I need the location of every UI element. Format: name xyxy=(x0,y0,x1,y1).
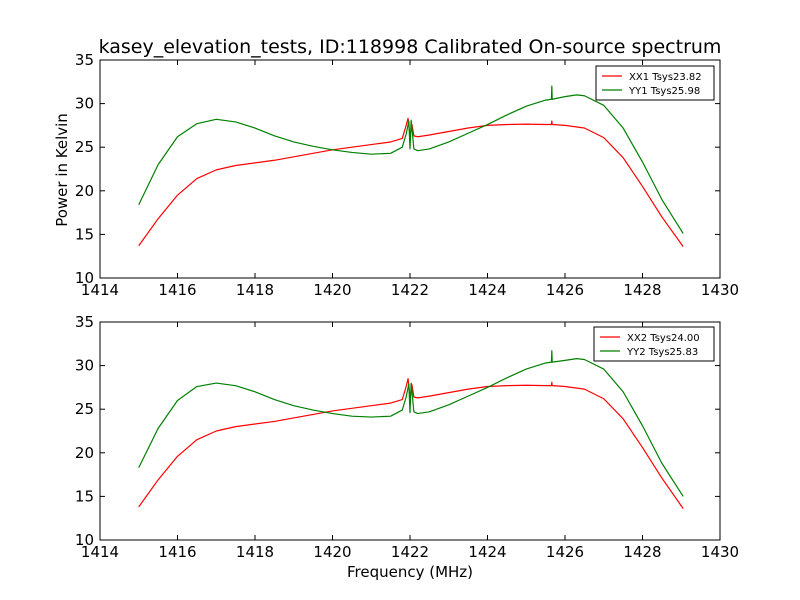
y-tick-label: 15 xyxy=(75,225,94,243)
y-axis-label: Power in Kelvin xyxy=(53,113,71,227)
y-tick-label: 15 xyxy=(75,487,94,505)
y-tick-label: 10 xyxy=(75,531,94,549)
series-line-xx1 xyxy=(138,117,684,247)
lower-plot-panel: 1414 1416 1418 1420 1422 1424 1426 1428 1430 10 15… xyxy=(75,313,739,561)
x-tick-label: 1428 xyxy=(623,281,661,299)
chart-title: kasey_elevation_tests, ID:118998 Calibra… xyxy=(99,36,722,58)
x-tick-label: 1422 xyxy=(391,281,429,299)
y-tick-label: 35 xyxy=(75,313,94,331)
y-tick-label: 10 xyxy=(75,269,94,287)
x-tick-label: 1416 xyxy=(158,281,196,299)
y-tick-label: 30 xyxy=(75,357,94,375)
x-tick-label: 1422 xyxy=(391,543,429,561)
legend-label: YY1 Tsys25.98 xyxy=(628,86,700,97)
series-line-yy1 xyxy=(138,85,684,234)
x-tick-label: 1418 xyxy=(236,281,274,299)
y-tick-label: 35 xyxy=(75,51,94,69)
x-tick-label: 1424 xyxy=(468,543,506,561)
x-axis-label: Frequency (MHz) xyxy=(347,563,473,581)
x-tick-label: 1426 xyxy=(546,543,584,561)
series-line-xx2 xyxy=(138,378,684,509)
x-tick-label: 1430 xyxy=(701,281,739,299)
x-tick-label: 1420 xyxy=(313,281,351,299)
x-tick-label: 1430 xyxy=(701,543,739,561)
series-line-yy2 xyxy=(138,350,684,497)
legend-label: XX1 Tsys23.82 xyxy=(629,72,702,83)
x-tick-label: 1426 xyxy=(546,281,584,299)
y-tick-label: 20 xyxy=(75,182,94,200)
legend: XX1 Tsys23.82 YY1 Tsys25.98 xyxy=(595,65,715,101)
y-tick-label: 20 xyxy=(75,444,94,462)
x-tick-label: 1420 xyxy=(313,543,351,561)
y-tick-label: 25 xyxy=(75,400,94,418)
x-tick-label: 1416 xyxy=(158,543,196,561)
legend: XX2 Tsys24.00 YY2 Tsys25.83 xyxy=(593,326,715,362)
upper-plot-panel: 1414 1416 1418 1420 1422 1424 1426 1428 1430 10 15… xyxy=(75,51,739,299)
y-tick-label: 25 xyxy=(75,138,94,156)
legend-label: YY2 Tsys25.83 xyxy=(626,347,698,358)
x-tick-label: 1424 xyxy=(468,281,506,299)
y-tick-label: 30 xyxy=(75,95,94,113)
x-tick-label: 1418 xyxy=(236,543,274,561)
x-tick-label: 1414 xyxy=(81,281,119,299)
x-tick-label: 1414 xyxy=(81,543,119,561)
legend-label: XX2 Tsys24.00 xyxy=(627,333,700,344)
x-tick-label: 1428 xyxy=(623,543,661,561)
